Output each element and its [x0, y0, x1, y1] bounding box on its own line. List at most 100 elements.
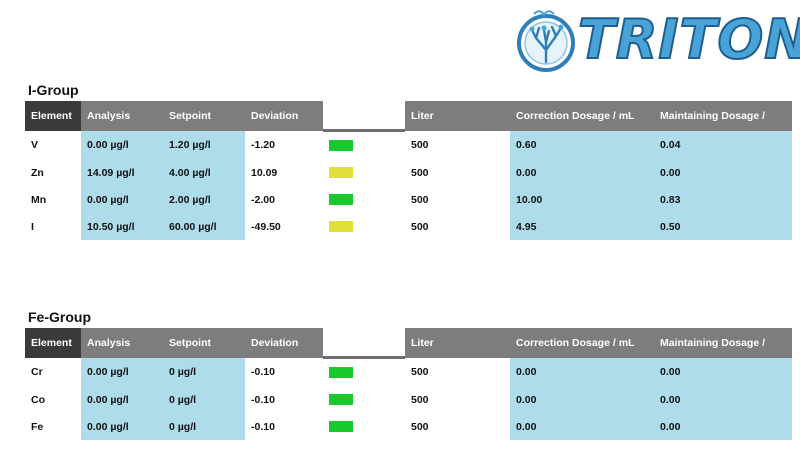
liter-cell: 500	[405, 186, 485, 213]
column-header: Liter	[405, 328, 485, 358]
maintaining-cell: 0.50	[654, 213, 792, 240]
analysis-cell: 0.00 µg/l	[81, 130, 163, 159]
fe-group-table: Element Analysis Setpoint Deviation Warning …	[25, 328, 792, 440]
warning-lamp-cell	[323, 186, 405, 213]
deviation-cell: -2.00	[245, 186, 323, 213]
correction-cell: 10.00	[510, 186, 654, 213]
column-header: Maintaining Dosage /	[654, 328, 792, 358]
group-title-i: I-Group	[28, 82, 79, 98]
warning-lamp-cell	[323, 130, 405, 159]
element-cell: V	[25, 130, 81, 159]
spacer-cell	[485, 186, 510, 213]
spacer-cell	[485, 386, 510, 413]
spacer-cell	[485, 213, 510, 240]
analysis-cell: 0.00 µg/l	[81, 186, 163, 213]
deviation-cell: -0.10	[245, 357, 323, 386]
element-cell: Mn	[25, 186, 81, 213]
table-row: I 10.50 µg/l 60.00 µg/l -49.50 500 4.95 0.50	[25, 213, 792, 240]
setpoint-cell: 0 µg/l	[163, 413, 245, 440]
warning-lamp-green	[329, 367, 353, 379]
liter-cell: 500	[405, 386, 485, 413]
correction-cell: 4.95	[510, 213, 654, 240]
warning-lamp-cell	[323, 386, 405, 413]
correction-cell: 0.00	[510, 357, 654, 386]
column-header: Element	[25, 328, 81, 358]
setpoint-cell: 2.00 µg/l	[163, 186, 245, 213]
table-header-row: Element Analysis Setpoint Deviation Warning …	[25, 328, 792, 359]
table-row: Zn 14.09 µg/l 4.00 µg/l 10.09 500 0.00 0.00	[25, 159, 792, 186]
column-header: Element	[25, 101, 81, 131]
column-header: Warning lamp	[323, 328, 405, 359]
warning-lamp-green	[329, 140, 353, 152]
warning-lamp-yellow	[329, 167, 353, 179]
setpoint-cell: 0 µg/l	[163, 357, 245, 386]
warning-lamp-yellow	[329, 221, 353, 233]
setpoint-cell: 4.00 µg/l	[163, 159, 245, 186]
setpoint-cell: 60.00 µg/l	[163, 213, 245, 240]
element-cell: I	[25, 213, 81, 240]
deviation-cell: 10.09	[245, 159, 323, 186]
analysis-cell: 0.00 µg/l	[81, 357, 163, 386]
deviation-cell: -1.20	[245, 130, 323, 159]
element-cell: Co	[25, 386, 81, 413]
analysis-cell: 0.00 µg/l	[81, 413, 163, 440]
warning-lamp-green	[329, 421, 353, 433]
i-group-table: Element Analysis Setpoint Deviation Warning …	[25, 101, 792, 240]
table-header-row: Element Analysis Setpoint Deviation Warning …	[25, 101, 792, 132]
warning-lamp-cell	[323, 159, 405, 186]
liter-cell: 500	[405, 357, 485, 386]
table-row: Fe 0.00 µg/l 0 µg/l -0.10 500 0.00 0.00	[25, 413, 792, 440]
deviation-cell: -0.10	[245, 386, 323, 413]
liter-cell: 500	[405, 213, 485, 240]
deviation-cell: -0.10	[245, 413, 323, 440]
column-header: Analysis	[81, 101, 163, 131]
group-title-fe: Fe-Group	[28, 309, 91, 325]
warning-lamp-green	[329, 394, 353, 406]
spacer-cell	[485, 159, 510, 186]
maintaining-cell: 0.00	[654, 357, 792, 386]
analysis-cell: 14.09 µg/l	[81, 159, 163, 186]
maintaining-cell: 0.83	[654, 186, 792, 213]
column-header: Liter	[405, 101, 485, 131]
analysis-cell: 10.50 µg/l	[81, 213, 163, 240]
element-cell: Zn	[25, 159, 81, 186]
table-row: Cr 0.00 µg/l 0 µg/l -0.10 500 0.00 0.00	[25, 357, 792, 386]
warning-lamp-cell	[323, 357, 405, 386]
table-row: Mn 0.00 µg/l 2.00 µg/l -2.00 500 10.00 0.83	[25, 186, 792, 213]
deviation-cell: -49.50	[245, 213, 323, 240]
analysis-cell: 0.00 µg/l	[81, 386, 163, 413]
element-cell: Fe	[25, 413, 81, 440]
liter-cell: 500	[405, 130, 485, 159]
warning-lamp-cell	[323, 413, 405, 440]
column-header: Warning lamp	[323, 101, 405, 132]
header-spacer	[485, 101, 510, 131]
header-spacer	[485, 328, 510, 358]
correction-cell: 0.00	[510, 413, 654, 440]
element-cell: Cr	[25, 357, 81, 386]
column-header: Correction Dosage / mL	[510, 101, 654, 131]
setpoint-cell: 1.20 µg/l	[163, 130, 245, 159]
spacer-cell	[485, 357, 510, 386]
warning-lamp-cell	[323, 213, 405, 240]
maintaining-cell: 0.00	[654, 413, 792, 440]
column-header: Deviation	[245, 101, 323, 131]
liter-cell: 500	[405, 159, 485, 186]
setpoint-cell: 0 µg/l	[163, 386, 245, 413]
warning-lamp-green	[329, 194, 353, 206]
spacer-cell	[485, 413, 510, 440]
column-header: Deviation	[245, 328, 323, 358]
correction-cell: 0.00	[510, 159, 654, 186]
column-header: Analysis	[81, 328, 163, 358]
column-header: Setpoint	[163, 101, 245, 131]
triton-logo: TRITON	[514, 6, 800, 76]
column-header: Correction Dosage / mL	[510, 328, 654, 358]
liter-cell: 500	[405, 413, 485, 440]
column-header: Setpoint	[163, 328, 245, 358]
correction-cell: 0.60	[510, 130, 654, 159]
table-row: V 0.00 µg/l 1.20 µg/l -1.20 500 0.60 0.04	[25, 130, 792, 159]
correction-cell: 0.00	[510, 386, 654, 413]
column-header: Maintaining Dosage /	[654, 101, 792, 131]
maintaining-cell: 0.00	[654, 386, 792, 413]
logo-wordmark: TRITON	[577, 7, 800, 72]
coral-emblem-icon	[517, 10, 575, 72]
